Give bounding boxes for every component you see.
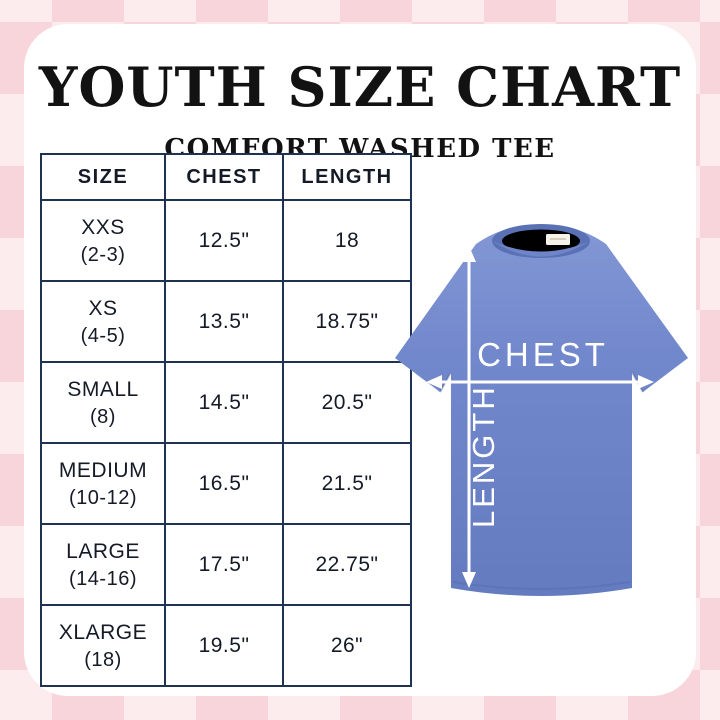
size-label: XXS xyxy=(81,215,125,239)
chest-cell: 16.5" xyxy=(164,442,284,525)
length-cell: 18.75" xyxy=(282,280,412,363)
chest-cell: 13.5" xyxy=(164,280,284,363)
size-cell: XXS (2-3) xyxy=(40,199,166,282)
size-label: XS xyxy=(88,296,118,320)
size-cell: LARGE (14-16) xyxy=(40,523,166,606)
chest-cell: 12.5" xyxy=(164,199,284,282)
chest-cell: 19.5" xyxy=(164,604,284,687)
size-label: SMALL xyxy=(67,377,139,401)
tshirt-shape xyxy=(395,224,688,596)
chest-label: CHEST xyxy=(477,336,609,373)
table-row: LARGE (14-16) 17.5" 22.75" xyxy=(40,523,412,606)
content-panel: YOUTH SIZE CHART COMFORT WASHED TEE SIZE… xyxy=(24,24,696,696)
size-range: (4-5) xyxy=(80,325,126,348)
tshirt-image: LENGTH CHEST xyxy=(395,224,688,596)
collar xyxy=(492,224,590,258)
length-cell: 18 xyxy=(282,199,412,282)
size-table: SIZE CHEST LENGTH XXS (2-3) 12.5" 18 XS … xyxy=(40,153,412,687)
table-row: SMALL (8) 14.5" 20.5" xyxy=(40,361,412,444)
size-label: XLARGE xyxy=(58,620,148,644)
size-label: MEDIUM xyxy=(58,458,148,482)
table-row: XS (4-5) 13.5" 18.75" xyxy=(40,280,412,363)
tshirt-diagram: LENGTH CHEST xyxy=(380,210,704,616)
size-label: LARGE xyxy=(66,539,140,563)
size-range: (14-16) xyxy=(69,568,137,591)
table-header-row: SIZE CHEST LENGTH xyxy=(40,153,412,201)
header-length: LENGTH xyxy=(282,153,412,201)
length-cell: 21.5" xyxy=(282,442,412,525)
chest-arrow xyxy=(426,375,654,389)
length-cell: 26" xyxy=(282,604,412,687)
header-chest: CHEST xyxy=(164,153,284,201)
size-cell: XS (4-5) xyxy=(40,280,166,363)
length-label: LENGTH xyxy=(466,384,501,528)
length-cell: 20.5" xyxy=(282,361,412,444)
length-cell: 22.75" xyxy=(282,523,412,606)
size-cell: XLARGE (18) xyxy=(40,604,166,687)
table-row: XXS (2-3) 12.5" 18 xyxy=(40,199,412,282)
chest-cell: 17.5" xyxy=(164,523,284,606)
header-size: SIZE xyxy=(40,153,166,201)
size-range: (2-3) xyxy=(80,244,126,267)
size-range: (8) xyxy=(90,406,116,429)
table-row: MEDIUM (10-12) 16.5" 21.5" xyxy=(40,442,412,525)
table-row: XLARGE (18) 19.5" 26" xyxy=(40,604,412,687)
size-cell: SMALL (8) xyxy=(40,361,166,444)
size-range: (10-12) xyxy=(69,487,137,510)
chest-cell: 14.5" xyxy=(164,361,284,444)
page-title: YOUTH SIZE CHART xyxy=(38,55,682,119)
length-arrow xyxy=(462,246,476,588)
size-cell: MEDIUM (10-12) xyxy=(40,442,166,525)
size-range: (18) xyxy=(84,649,122,672)
